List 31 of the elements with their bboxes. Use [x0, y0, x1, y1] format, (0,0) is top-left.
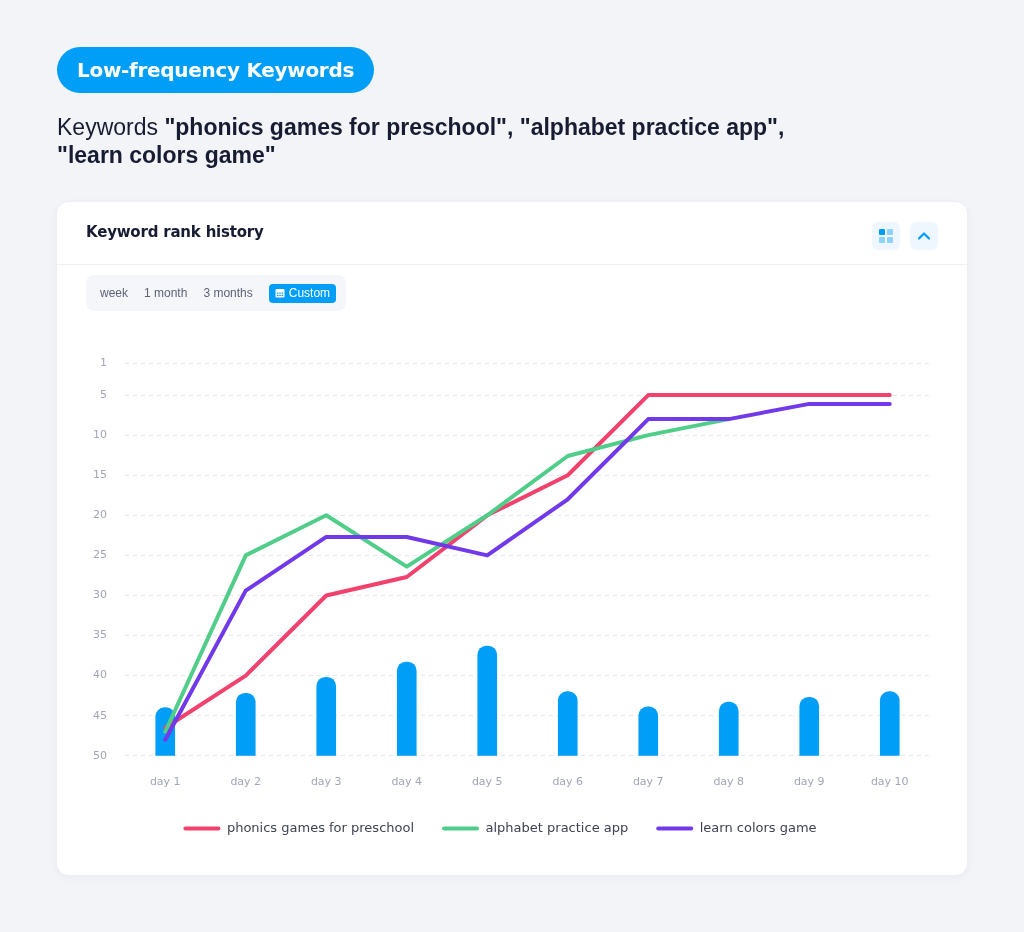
y-tick-label: 50 — [93, 748, 107, 762]
legend-label: learn colors game — [699, 819, 817, 835]
y-tick-label: 5 — [100, 387, 107, 401]
selected-tab: Custom — [268, 283, 337, 303]
y-tick-label: 40 — [93, 668, 107, 682]
y-tick-label: 30 — [93, 588, 107, 602]
y-tick-label: 45 — [93, 708, 107, 722]
chart-title: Keyword rank history — [86, 223, 264, 241]
x-tick-label: day 8 — [713, 775, 745, 789]
x-tick-label: day 10 — [870, 775, 909, 789]
legend-label: phonics games for preschool — [226, 819, 415, 835]
y-tick-label: 35 — [93, 628, 107, 642]
heading-badge: Low-frequency Keywords — [57, 47, 375, 93]
x-tick-label: day 7 — [632, 775, 664, 789]
legend-label: alphabet practice app — [485, 819, 629, 835]
x-tick-label: day 6 — [552, 775, 584, 789]
y-tick-label: 1 — [100, 355, 107, 369]
y-tick-label: 10 — [93, 428, 107, 442]
text: 3 months — [203, 286, 253, 300]
text: 1 month — [144, 286, 188, 300]
x-tick-label: day 5 — [471, 775, 503, 789]
x-tick-label: day 3 — [310, 775, 342, 789]
x-tick-label: day 4 — [391, 775, 423, 789]
x-tick-label: day 9 — [793, 775, 825, 789]
y-tick-label: 25 — [93, 548, 107, 562]
text: week — [100, 286, 129, 300]
chart-subtitle: Keywords "phonics games for preschool", "alphabet practice app", "learn colors game" — [57, 114, 785, 168]
y-tick-label: 15 — [93, 468, 107, 482]
x-tick-label: day 2 — [230, 775, 262, 789]
y-tick-label: 20 — [93, 508, 107, 522]
x-tick-label: day 1 — [149, 775, 181, 789]
